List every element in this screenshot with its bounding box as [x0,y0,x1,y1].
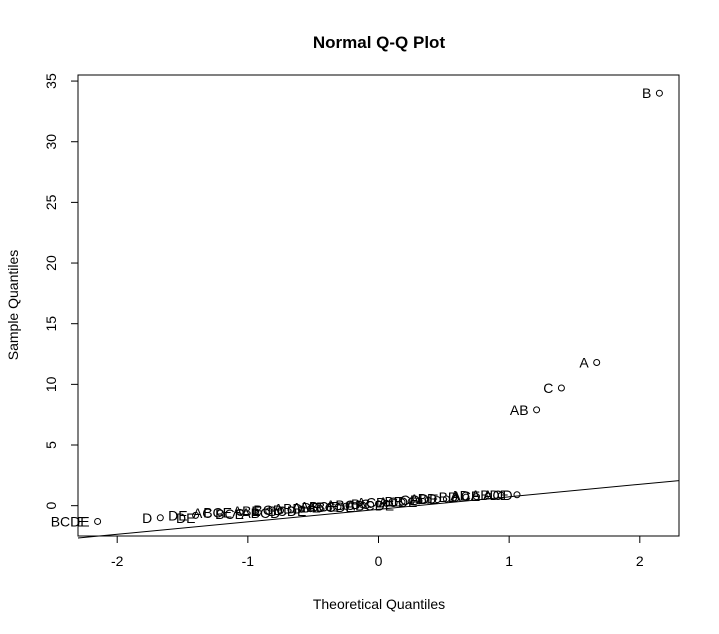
point-label: BCD [253,502,283,518]
point-label: BC [351,496,370,512]
y-tick-label: 30 [43,134,59,150]
data-point [484,492,492,500]
crowded-point-label: BD [418,490,437,506]
crowded-point-label: ABCDE [346,498,394,514]
crowded-point-label: BCDE [267,503,306,519]
crowded-point-label: BCE [215,506,244,522]
data-point [407,497,415,505]
data-point [216,509,224,517]
data-point [307,505,315,513]
crowded-point-label: ACDE [379,494,418,510]
reference-line-group [77,480,680,539]
data-point [316,504,324,512]
point-label: ABE [233,503,261,519]
data-point [236,508,244,516]
point-label: BCE [203,504,232,520]
data-point [398,498,406,506]
x-tick-label: 1 [505,553,513,569]
data-point [94,517,102,525]
x-axis-label: Theoretical Quantiles [313,596,445,612]
point-label: B [642,85,651,101]
point-label: A [579,355,589,371]
data-point [452,494,460,502]
point-label: ABCE [300,498,338,514]
data-point [287,506,295,514]
point-label: CD [400,492,420,508]
data-point [557,384,565,392]
chart-title: Normal Q-Q Plot [313,33,446,52]
data-point [252,508,260,516]
point-label: C [543,380,553,396]
data-point [424,496,432,504]
y-tick-label: 25 [43,194,59,210]
data-point [375,500,382,508]
data-point [367,500,375,508]
x-tick-label: -2 [111,553,124,569]
x-tick-label: 2 [636,553,644,569]
point-label: AC [193,505,212,521]
plot-frame [77,74,680,537]
crowded-point-label: ABCD [241,505,280,521]
data-point [342,502,350,510]
y-axis: 0 5 10 15 20 25 30 35 [43,73,78,510]
crowded-point-label: AD [450,487,469,503]
y-tick-label: 35 [43,73,59,89]
point-label: ADE [292,499,321,515]
y-axis-label: Sample Quantiles [5,250,21,361]
point-label: ACE [451,488,480,504]
qq-reference-line [77,480,680,539]
data-point [593,359,601,367]
y-tick-label: 15 [43,316,59,332]
data-point [655,89,663,97]
y-tick-label: 5 [43,441,59,449]
x-tick-label: 0 [375,553,383,569]
point-label: D [142,510,152,526]
data-point [156,514,164,522]
data-point [325,503,333,511]
point-label: BE [384,493,403,509]
data-point [513,491,521,499]
point-label: ABD [274,501,303,517]
point-labels-group: BACABABDEACEBDADECDBEACDBCABCABCEADEABDB… [51,85,652,529]
point-label: BCDE [51,513,90,529]
data-point [192,511,200,519]
data-points-group [94,89,663,525]
point-label: ADE [410,491,439,507]
data-point [442,495,450,503]
data-point [472,493,480,501]
data-point [382,499,390,507]
crowded-point-label: ABCDE [307,499,355,515]
data-point [462,493,470,501]
data-point [497,491,505,499]
y-tick-label: 0 [43,502,59,510]
data-point [334,503,342,511]
data-point [277,507,285,515]
crowded-point-label: ACD [483,487,513,503]
data-point [415,497,423,505]
data-point [433,496,441,504]
x-axis: -2 -1 0 1 2 [111,536,644,569]
x-tick-label: -1 [242,553,255,569]
point-label: BD [439,489,458,505]
data-point [533,406,541,414]
point-label: ACD [357,495,387,511]
crowded-point-label: E [77,513,86,529]
point-label: ABDE [471,487,509,503]
y-tick-label: 20 [43,255,59,271]
data-point [351,502,359,510]
data-point [390,499,398,507]
crowded-point-label: DE [176,510,195,526]
data-point [297,505,305,513]
y-tick-label: 10 [43,376,59,392]
point-label: AB [510,402,529,418]
point-label: ABC [326,497,355,513]
data-point [265,507,273,515]
data-point [359,501,367,509]
point-label: DE [168,507,187,523]
